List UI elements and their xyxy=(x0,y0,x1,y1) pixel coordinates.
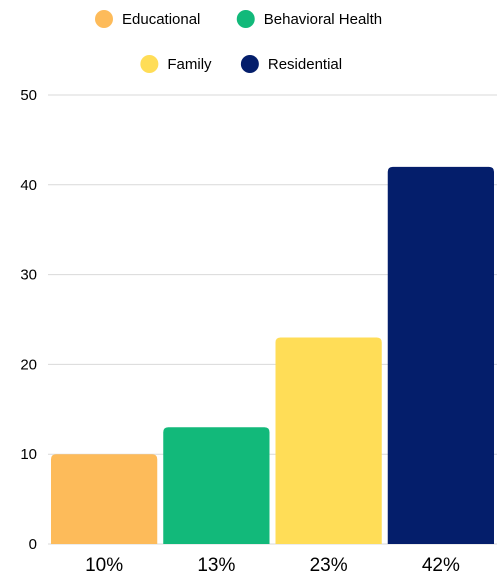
bar-behavioral-health xyxy=(163,427,270,544)
legend: Educational Behavioral Health Family Reside… xyxy=(95,10,382,73)
legend-swatch xyxy=(95,10,113,28)
legend-swatch xyxy=(236,10,255,28)
y-tick-label: 20 xyxy=(20,356,37,373)
x-tick-label: 13% xyxy=(197,555,235,576)
y-axis-ticks: 0 10 20 30 40 50 xyxy=(20,87,37,553)
y-tick-label: 30 xyxy=(20,267,37,284)
legend-label: Educational xyxy=(122,11,200,28)
legend-item-educational: Educational xyxy=(95,10,200,28)
legend-item-behavioral-health: Behavioral Health xyxy=(236,10,382,28)
y-tick-label: 50 xyxy=(20,87,37,104)
y-tick-label: 40 xyxy=(20,177,37,194)
bar-family xyxy=(275,337,382,544)
bar-educational xyxy=(51,454,158,544)
y-tick-label: 10 xyxy=(20,446,37,463)
x-tick-label: 42% xyxy=(422,555,460,576)
legend-item-residential: Residential xyxy=(240,55,342,73)
legend-swatch xyxy=(140,55,159,73)
legend-label: Family xyxy=(167,56,212,73)
legend-label: Behavioral Health xyxy=(264,11,382,28)
legend-item-family: Family xyxy=(140,55,212,73)
x-axis-ticks: 10% 13% 23% 42% xyxy=(85,555,460,576)
x-tick-label: 10% xyxy=(85,555,123,576)
y-tick-label: 0 xyxy=(29,536,37,553)
x-tick-label: 23% xyxy=(310,555,348,576)
legend-swatch xyxy=(240,55,259,73)
bar-residential xyxy=(387,166,494,544)
bars xyxy=(51,166,494,544)
legend-label: Residential xyxy=(268,56,342,73)
